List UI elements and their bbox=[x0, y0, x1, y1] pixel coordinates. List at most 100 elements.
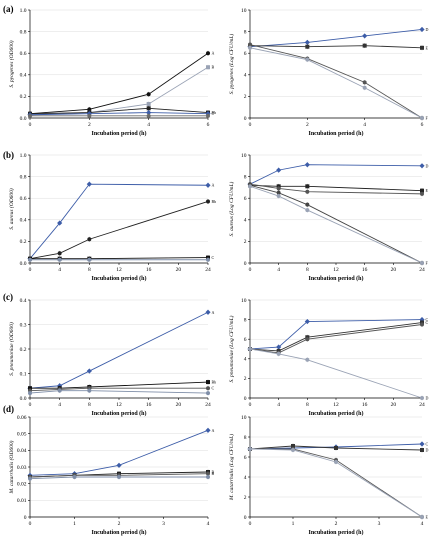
data-point bbox=[28, 113, 32, 118]
series-label: Bb bbox=[212, 110, 217, 115]
data-point bbox=[305, 184, 310, 189]
data-point bbox=[276, 167, 282, 173]
data-point bbox=[206, 51, 210, 56]
series-line bbox=[30, 381, 209, 389]
data-point bbox=[304, 39, 310, 45]
data-point bbox=[276, 186, 281, 191]
panel-label-c: (c) bbox=[3, 292, 13, 302]
data-point bbox=[206, 65, 210, 70]
data-point bbox=[206, 475, 210, 479]
series-line bbox=[29, 52, 209, 115]
y-tick-label: 6 bbox=[244, 51, 247, 57]
x-tick-label: 2 bbox=[306, 122, 309, 128]
x-tick-label: 12 bbox=[116, 402, 122, 408]
data-point bbox=[206, 113, 210, 118]
y-tick-label: 2 bbox=[244, 495, 247, 501]
chart-d-right: 0 2 4 6 8 10 0 1 2 3 4 Incubation period (h) M. cata… bbox=[228, 415, 429, 536]
data-point bbox=[419, 441, 425, 447]
series-line bbox=[250, 448, 423, 518]
x-tick-label: 3 bbox=[378, 521, 381, 527]
series-line bbox=[249, 44, 423, 119]
series-a-left-0: A bbox=[28, 51, 215, 117]
y-tick-label: 0.2 bbox=[20, 94, 27, 100]
series-b-right-0: D bbox=[247, 162, 429, 187]
data-point bbox=[305, 202, 310, 207]
panel-label-a: (a) bbox=[3, 4, 14, 14]
x-tick-label: 4 bbox=[277, 402, 280, 408]
data-point bbox=[87, 237, 92, 242]
series-label: B bbox=[212, 65, 215, 70]
series-a-right-3: F bbox=[248, 45, 429, 121]
y-tick-label: 10 bbox=[241, 153, 247, 159]
series-label: C bbox=[426, 317, 429, 322]
series-line bbox=[249, 448, 423, 518]
data-point bbox=[362, 80, 367, 85]
series-line bbox=[249, 322, 423, 352]
y-tick-label: 0 bbox=[24, 515, 27, 521]
series-label: C bbox=[212, 386, 215, 391]
x-tick-label: 0 bbox=[29, 267, 32, 273]
x-tick-label: 16 bbox=[146, 402, 152, 408]
y-axis-title: S. aureus (OD600) bbox=[8, 188, 15, 230]
series-line bbox=[249, 443, 423, 450]
y-tick-label: 6 bbox=[244, 196, 247, 202]
series-b-right-3 bbox=[248, 182, 424, 266]
data-point bbox=[28, 476, 32, 481]
data-point bbox=[420, 322, 424, 327]
series-a-right-1: E bbox=[248, 43, 429, 50]
y-tick-label: 8 bbox=[244, 174, 247, 180]
series-line bbox=[29, 201, 209, 260]
data-point bbox=[276, 190, 281, 195]
y-axis-title: S. pneumoniae (Log CFU/mL) bbox=[228, 315, 235, 382]
series-line bbox=[249, 348, 423, 399]
series-label: D bbox=[426, 163, 429, 168]
series-a-left-4 bbox=[28, 113, 210, 119]
data-point bbox=[420, 396, 424, 400]
series-line bbox=[249, 45, 423, 49]
data-point bbox=[28, 257, 32, 262]
series-d-left-2: B bbox=[28, 471, 215, 480]
y-tick-label: 0.06 bbox=[17, 415, 27, 421]
data-point bbox=[305, 189, 310, 194]
data-point bbox=[419, 163, 425, 169]
series-b-left-1: Bb bbox=[28, 199, 216, 262]
data-point bbox=[305, 337, 310, 342]
x-tick-label: 8 bbox=[88, 267, 91, 273]
x-tick-label: 0 bbox=[29, 521, 32, 527]
x-tick-label: 8 bbox=[306, 402, 309, 408]
y-tick-label: 0 bbox=[244, 396, 247, 402]
chart-b-left: 0.0 0.2 0.4 0.6 0.8 1.0 0 4 8 12 16 20 24 Incubation … bbox=[8, 153, 216, 282]
series-line bbox=[29, 476, 208, 480]
data-point bbox=[304, 318, 310, 325]
y-tick-label: 10 bbox=[241, 415, 247, 421]
x-tick-label: 1 bbox=[73, 521, 76, 527]
data-point bbox=[205, 182, 211, 188]
y-tick-label: 0.6 bbox=[20, 51, 27, 57]
x-tick-label: 24 bbox=[419, 267, 425, 273]
data-point bbox=[206, 380, 210, 385]
x-axis-title: Incubation period (h) bbox=[308, 130, 363, 137]
y-tick-label: 6 bbox=[244, 337, 247, 343]
series-label: A bbox=[212, 183, 215, 188]
x-tick-label: 12 bbox=[333, 267, 339, 273]
y-tick-label: 2 bbox=[244, 239, 247, 245]
y-tick-label: 0.6 bbox=[20, 196, 27, 202]
series-line bbox=[29, 183, 209, 259]
series-label: E bbox=[426, 188, 429, 193]
data-point bbox=[305, 57, 310, 62]
y-tick-label: 0.04 bbox=[17, 448, 27, 454]
x-tick-label: 0 bbox=[29, 402, 32, 408]
y-tick-label: 0.4 bbox=[20, 298, 27, 304]
y-axis-title: S. pyogenes (OD600) bbox=[8, 40, 15, 87]
series-label: D bbox=[426, 27, 429, 32]
data-point bbox=[206, 199, 210, 204]
chart-c-left: 0.0 0.1 0.2 0.3 0.4 0 4 8 12 16 20 24 Incubation per… bbox=[8, 298, 216, 417]
y-tick-label: 4 bbox=[244, 218, 247, 224]
y-tick-label: 0.0 bbox=[20, 261, 27, 267]
series-label: Bb bbox=[212, 380, 217, 385]
x-tick-label: 4 bbox=[58, 402, 61, 408]
y-tick-label: 0.01 bbox=[17, 498, 27, 504]
x-axis-title: Incubation period (h) bbox=[91, 275, 146, 282]
